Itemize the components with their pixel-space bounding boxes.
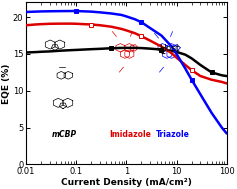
- Y-axis label: EQE (%): EQE (%): [2, 63, 11, 104]
- Text: Triazole: Triazole: [156, 130, 189, 139]
- X-axis label: Current Density (mA/cm²): Current Density (mA/cm²): [61, 178, 192, 187]
- Text: mCBP: mCBP: [52, 130, 77, 139]
- Text: Imidazole: Imidazole: [109, 130, 151, 139]
- Text: Host: Host: [159, 44, 180, 53]
